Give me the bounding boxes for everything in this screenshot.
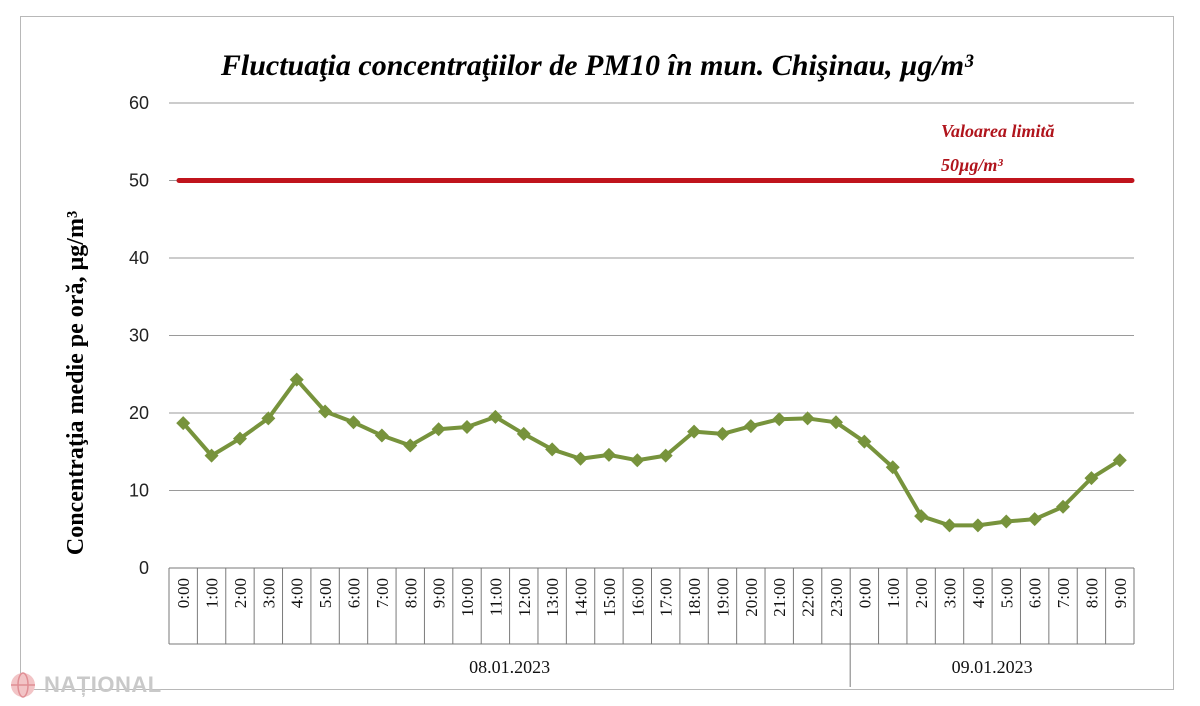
y-axis-label: Concentraţia medie pe oră, µg/m³ <box>63 211 89 555</box>
data-point-marker <box>1056 499 1071 514</box>
x-tick-label: 23:00 <box>827 578 846 617</box>
data-point-marker <box>374 428 389 443</box>
x-tick-label: 0:00 <box>855 578 874 608</box>
y-tick-label: 50 <box>129 171 149 191</box>
data-point-marker <box>857 434 872 449</box>
data-point-marker <box>318 404 333 419</box>
y-tick-label: 10 <box>129 481 149 501</box>
x-tick-label: 5:00 <box>316 578 335 608</box>
data-point-marker <box>460 419 475 434</box>
limit-annotation-line1: Valoarea limită <box>941 121 1055 141</box>
data-point-marker <box>1084 471 1099 486</box>
y-tick-label: 60 <box>129 93 149 113</box>
x-tick-label: 3:00 <box>941 578 960 608</box>
x-tick-label: 4:00 <box>288 578 307 608</box>
data-point-marker <box>516 426 531 441</box>
watermark-text: NAȚIONAL <box>44 672 162 697</box>
y-tick-label: 30 <box>129 326 149 346</box>
x-tick-label: 3:00 <box>259 578 278 608</box>
x-tick-label: 9:00 <box>430 578 449 608</box>
data-point-marker <box>601 447 616 462</box>
x-tick-label: 18:00 <box>685 578 704 617</box>
data-point-marker <box>630 453 645 468</box>
data-point-marker <box>232 431 247 446</box>
y-tick-labels: 0 10 20 30 40 50 60 <box>129 93 149 578</box>
data-point-marker <box>431 422 446 437</box>
x-tick-label: 19:00 <box>713 578 732 617</box>
x-tick-label: 20:00 <box>742 578 761 617</box>
x-tick-label: 16:00 <box>628 578 647 617</box>
watermark-logo: NAȚIONAL <box>8 670 162 700</box>
x-tick-label: 11:00 <box>486 578 505 616</box>
data-point-marker <box>658 448 673 463</box>
x-tick-label: 2:00 <box>912 578 931 608</box>
pm10-line-chart: Fluctuaţia concentraţiilor de PM10 în mu… <box>63 49 1135 687</box>
data-point-marker <box>289 372 304 387</box>
x-tick-label: 21:00 <box>770 578 789 617</box>
chart-frame: Fluctuaţia concentraţiilor de PM10 în mu… <box>20 16 1174 690</box>
data-point-marker <box>942 518 957 533</box>
limit-annotation-line2: 50µg/m³ <box>941 155 1003 175</box>
y-tick-label: 40 <box>129 248 149 268</box>
x-tick-label: 15:00 <box>600 578 619 617</box>
x-axis: 0:00 1:00 2:00 3:00 4:00 5:00 6:00 7:00 8:00 9:00… <box>168 567 1135 687</box>
x-tick-label: 1:00 <box>203 578 222 608</box>
x-tick-label: 6:00 <box>344 578 363 608</box>
data-point-marker <box>687 424 702 439</box>
data-point-marker <box>885 460 900 475</box>
x-tick-label: 12:00 <box>515 578 534 617</box>
y-tick-label: 20 <box>129 403 149 423</box>
data-point-marker <box>346 415 361 430</box>
data-point-marker <box>176 416 191 431</box>
x-tick-label: 13:00 <box>543 578 562 617</box>
data-point-marker <box>970 518 985 533</box>
x-tick-label: 22:00 <box>799 578 818 617</box>
chart-title: Fluctuaţia concentraţiilor de PM10 în mu… <box>220 49 974 82</box>
series-pm10 <box>176 372 1127 533</box>
data-point-marker <box>828 415 843 430</box>
data-point-marker <box>999 514 1014 529</box>
data-point-marker <box>204 448 219 463</box>
x-tick-label: 6:00 <box>1026 578 1045 608</box>
data-point-marker <box>914 509 929 524</box>
x-tick-label: 4:00 <box>969 578 988 608</box>
data-point-marker <box>1027 512 1042 527</box>
data-point-marker <box>743 419 758 434</box>
data-point-marker <box>573 451 588 466</box>
date-group-label: 09.01.2023 <box>952 657 1033 677</box>
x-tick-label: 10:00 <box>458 578 477 617</box>
x-tick-label: 17:00 <box>657 578 676 617</box>
limit-line-group: Valoarea limită 50µg/m³ <box>176 121 1135 183</box>
series-line <box>181 377 1121 528</box>
x-tick-label: 7:00 <box>373 578 392 608</box>
x-tick-label: 9:00 <box>1111 578 1130 608</box>
x-tick-label: 1:00 <box>884 578 903 608</box>
x-tick-label: 7:00 <box>1054 578 1073 608</box>
x-tick-label: 8:00 <box>1082 578 1101 608</box>
x-tick-label: 0:00 <box>174 578 193 608</box>
data-point-marker <box>772 412 787 427</box>
x-tick-label: 14:00 <box>572 578 591 617</box>
data-point-marker <box>545 442 560 457</box>
date-group-label: 08.01.2023 <box>469 657 550 677</box>
x-tick-label: 8:00 <box>401 578 420 608</box>
data-point-marker <box>800 411 815 426</box>
data-point-marker <box>261 411 276 426</box>
data-point-marker <box>1112 453 1127 468</box>
data-point-marker <box>403 438 418 453</box>
x-tick-label: 5:00 <box>997 578 1016 608</box>
data-point-marker <box>488 409 503 424</box>
x-tick-label: 2:00 <box>231 578 250 608</box>
y-tick-label: 0 <box>139 558 149 578</box>
globe-logo-icon <box>11 672 35 698</box>
data-point-marker <box>715 426 730 441</box>
